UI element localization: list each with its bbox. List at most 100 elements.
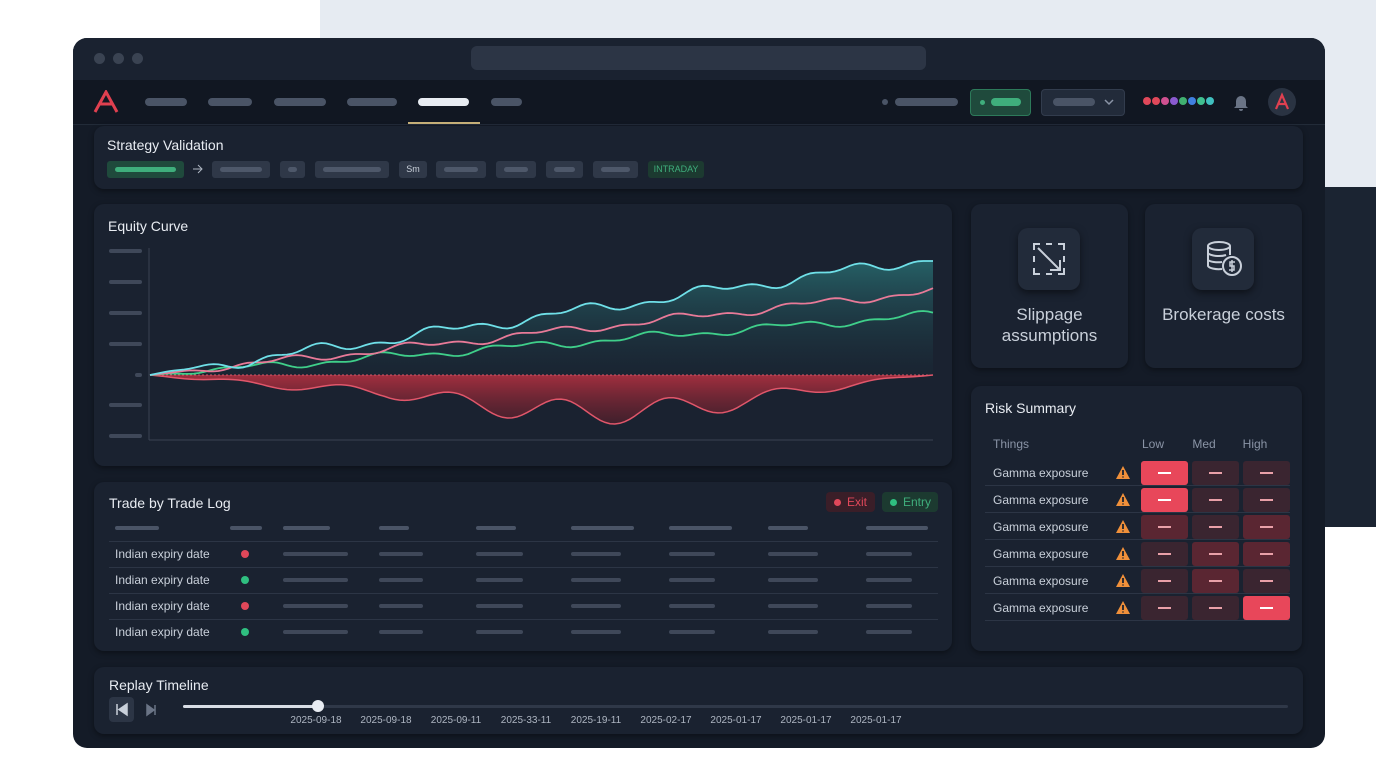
- trade-log-panel: Trade by Trade Log Exit Entry Indian exp…: [94, 482, 952, 651]
- risk-cell[interactable]: [1243, 569, 1290, 593]
- risk-cell[interactable]: [1141, 461, 1188, 485]
- risk-cell[interactable]: [1192, 461, 1239, 485]
- cell-placeholder: [283, 604, 348, 608]
- risk-cell[interactable]: [1192, 515, 1239, 539]
- header-placeholder: [115, 526, 159, 530]
- risk-cell[interactable]: [1192, 542, 1239, 566]
- nav-item-active[interactable]: [418, 98, 469, 106]
- warning-icon: [1115, 492, 1131, 507]
- risk-cell[interactable]: [1141, 542, 1188, 566]
- warning-icon: [1115, 465, 1131, 480]
- nav-underline: [408, 122, 480, 124]
- avatar[interactable]: [1268, 88, 1296, 116]
- timeline-panel: Replay Timeline: [94, 667, 1303, 734]
- curve: [149, 374, 934, 425]
- window-dot[interactable]: [132, 53, 143, 64]
- risk-cell[interactable]: [1243, 596, 1290, 620]
- header-placeholder: [379, 526, 409, 530]
- card[interactable]: Slippage assumptions: [971, 204, 1128, 368]
- legend-chip[interactable]: Exit: [826, 492, 875, 512]
- chip[interactable]: [107, 161, 184, 178]
- header-title: Strategy Validation: [107, 137, 224, 153]
- bell-icon[interactable]: [1233, 93, 1249, 111]
- chip[interactable]: INTRADAY: [648, 161, 704, 178]
- cell-placeholder: [866, 630, 912, 634]
- card-label: Slippage assumptions: [1001, 305, 1098, 345]
- timeline-title: Replay Timeline: [109, 677, 209, 693]
- live-button[interactable]: [970, 89, 1031, 116]
- track[interactable]: [183, 705, 1288, 708]
- drawdown-area: [150, 375, 933, 424]
- window-dot[interactable]: [113, 53, 124, 64]
- risk-panel: Risk Summary Things Low Med High Gamma expos…: [971, 386, 1302, 651]
- timeline-date: 2025-01-17: [710, 715, 762, 726]
- scrub-knob[interactable]: [312, 700, 324, 712]
- cell-placeholder: [283, 630, 348, 634]
- chip[interactable]: [593, 161, 638, 178]
- risk-cell[interactable]: [1141, 488, 1188, 512]
- nav-bar: [73, 80, 1325, 125]
- chip[interactable]: [280, 161, 305, 178]
- cell-placeholder: [571, 552, 621, 556]
- risk-cell[interactable]: [1243, 515, 1290, 539]
- warning-icon: [1115, 519, 1131, 534]
- risk-cell[interactable]: [1243, 488, 1290, 512]
- timeline-date: 2025-19-11: [570, 715, 622, 726]
- legend-chip[interactable]: Entry: [882, 492, 938, 512]
- warning-icon: [1115, 546, 1131, 561]
- cell-placeholder: [571, 630, 621, 634]
- chip[interactable]: Sm: [399, 161, 427, 178]
- row-label: Gamma exposure: [993, 601, 1089, 615]
- cell-placeholder: [669, 604, 715, 608]
- curve: [149, 287, 934, 376]
- curve: [149, 260, 933, 376]
- nav-item[interactable]: [491, 98, 522, 106]
- rewind-button[interactable]: [109, 697, 134, 722]
- row-dot: [241, 550, 249, 558]
- address-bar[interactable]: [471, 46, 926, 70]
- dropdown[interactable]: [1041, 89, 1125, 116]
- card[interactable]: Brokerage costs: [1145, 204, 1302, 368]
- y-axis-placeholders: [109, 249, 142, 438]
- chip[interactable]: [315, 161, 389, 178]
- cell-placeholder: [379, 578, 423, 582]
- equity-title: Equity Curve: [108, 218, 189, 234]
- chip[interactable]: [496, 161, 536, 178]
- nav-item[interactable]: [208, 98, 252, 106]
- timeline-date: 2025-09-18: [360, 715, 412, 726]
- risk-cell[interactable]: [1192, 569, 1239, 593]
- warning-icon: [1115, 573, 1131, 588]
- cell-placeholder: [669, 578, 715, 582]
- row-label: Indian expiry date: [115, 573, 210, 587]
- nav-item[interactable]: [347, 98, 397, 106]
- progress: [183, 705, 318, 708]
- cell-placeholder: [571, 604, 621, 608]
- row-dot: [241, 628, 249, 636]
- row-label: Gamma exposure: [993, 574, 1089, 588]
- chip[interactable]: [546, 161, 583, 178]
- nav-item[interactable]: [145, 98, 187, 106]
- logo[interactable]: [93, 90, 119, 114]
- column-header: Med: [1192, 437, 1216, 451]
- risk-cell[interactable]: [1141, 596, 1188, 620]
- cell-placeholder: [476, 552, 523, 556]
- chip[interactable]: [212, 161, 270, 178]
- risk-cell[interactable]: [1243, 542, 1290, 566]
- cell-placeholder: [768, 578, 818, 582]
- risk-cell[interactable]: [1192, 488, 1239, 512]
- nav-item[interactable]: [274, 98, 326, 106]
- next-button[interactable]: [144, 703, 158, 717]
- arrow: [193, 164, 203, 174]
- row-label: Gamma exposure: [993, 493, 1089, 507]
- risk-cell[interactable]: [1141, 569, 1188, 593]
- row-label: Indian expiry date: [115, 599, 210, 613]
- row-label: Gamma exposure: [993, 547, 1089, 561]
- risk-cell[interactable]: [1141, 515, 1188, 539]
- cell-placeholder: [476, 630, 523, 634]
- risk-cell[interactable]: [1243, 461, 1290, 485]
- risk-cell[interactable]: [1192, 596, 1239, 620]
- window-dot[interactable]: [94, 53, 105, 64]
- chip[interactable]: [436, 161, 486, 178]
- row-label: Gamma exposure: [993, 466, 1089, 480]
